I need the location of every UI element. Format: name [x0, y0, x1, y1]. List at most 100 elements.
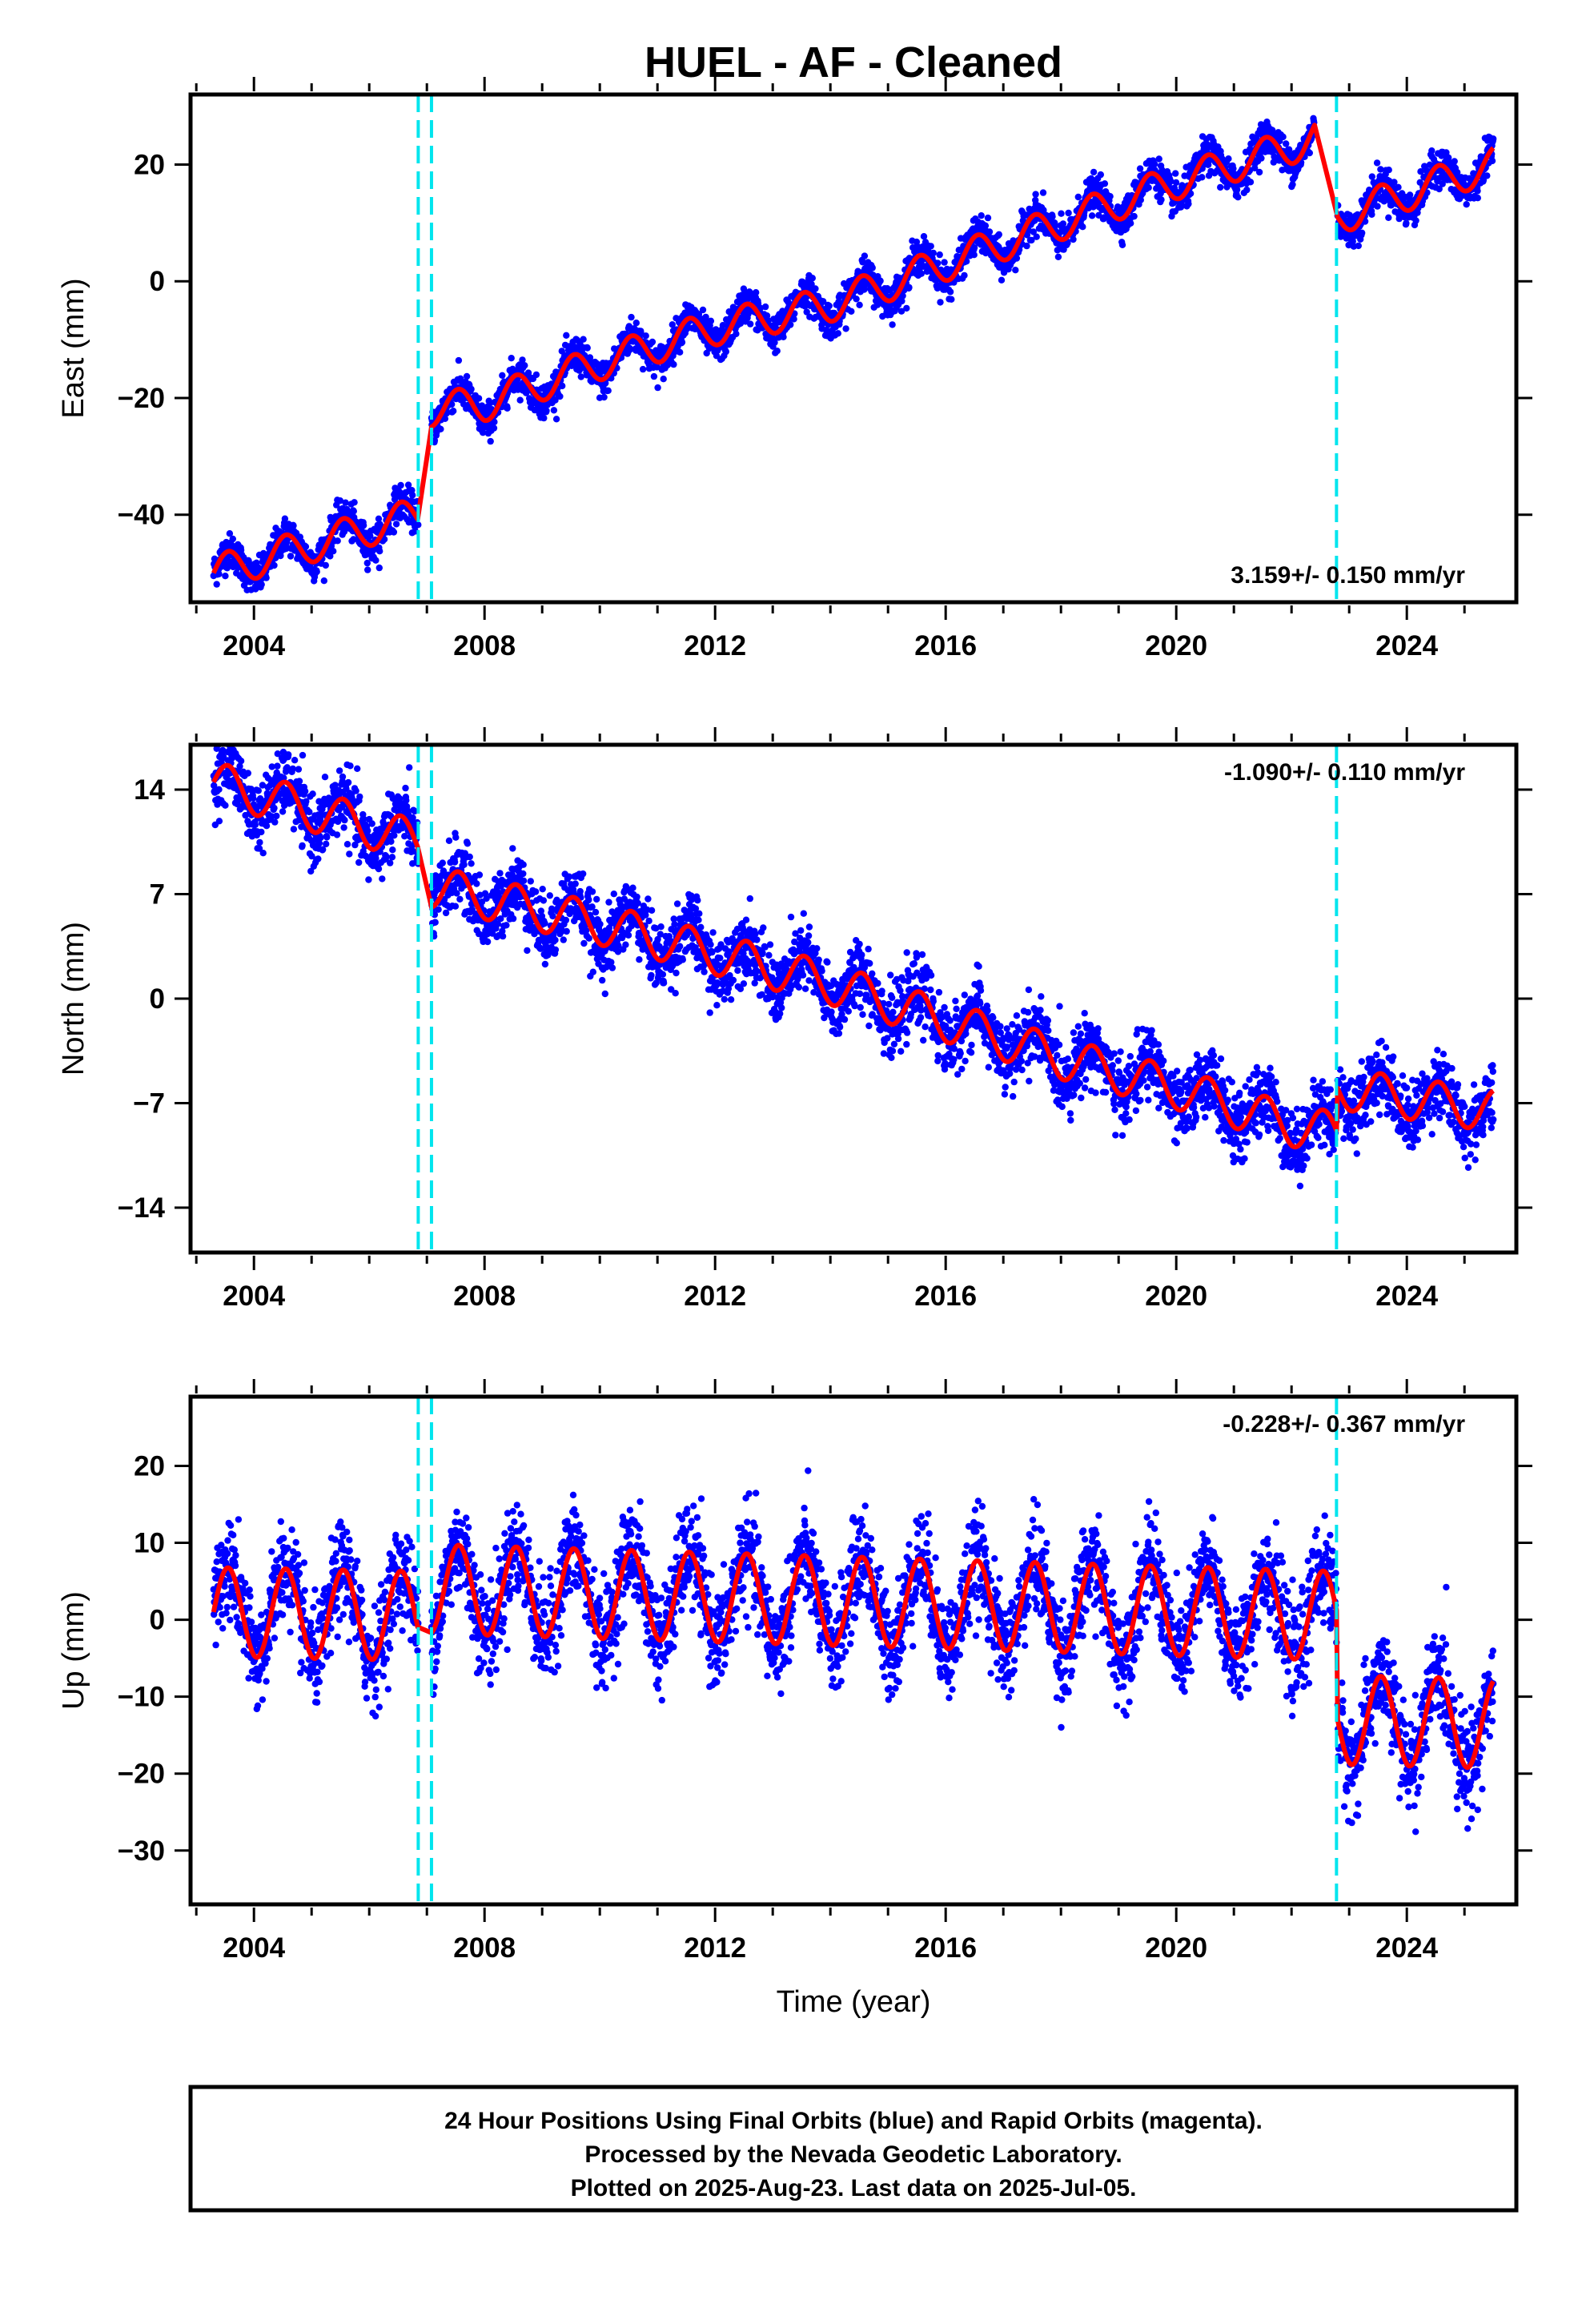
data-point [1167, 178, 1174, 185]
data-point [476, 871, 484, 879]
data-point [290, 826, 298, 833]
data-point [478, 402, 486, 409]
data-point [379, 875, 386, 883]
data-point [281, 515, 289, 522]
data-point [509, 915, 517, 923]
data-point [1385, 167, 1392, 174]
data-point [812, 285, 819, 292]
data-point [550, 407, 558, 414]
data-point [670, 360, 677, 368]
data-point [1185, 200, 1192, 207]
data-point [441, 415, 449, 422]
data-point [368, 820, 375, 827]
data-point [251, 821, 259, 829]
data-point [1385, 214, 1392, 221]
data-point [1474, 195, 1482, 202]
data-point [1012, 267, 1019, 274]
x-tick-label: 2004 [223, 630, 285, 661]
data-point [334, 537, 341, 545]
data-point [516, 396, 524, 404]
data-point [1428, 147, 1435, 155]
data-point [1451, 158, 1458, 165]
data-point [527, 878, 534, 885]
data-point [473, 880, 480, 887]
data-point [1030, 228, 1038, 235]
data-point [600, 393, 608, 401]
y-tick-label: −20 [118, 383, 165, 414]
data-point [287, 553, 295, 560]
data-point [343, 841, 351, 848]
data-point [1059, 220, 1067, 227]
data-point [920, 233, 928, 240]
data-point [1114, 203, 1122, 211]
data-point [1070, 235, 1077, 243]
data-point [1255, 168, 1263, 176]
data-point [390, 529, 398, 536]
data-point [367, 533, 374, 540]
data-point [660, 376, 667, 383]
data-point [222, 802, 229, 809]
data-point [524, 947, 531, 955]
data-point [255, 787, 262, 794]
data-point [941, 259, 948, 266]
data-point [387, 838, 395, 846]
data-point [1033, 233, 1040, 240]
data-point [1013, 255, 1021, 262]
data-point [437, 425, 444, 432]
data-point [333, 501, 340, 509]
data-point [442, 909, 450, 917]
data-point [819, 298, 827, 305]
data-point [408, 487, 416, 494]
data-point [487, 437, 494, 445]
x-tick-label: 2012 [684, 630, 746, 661]
data-point [249, 794, 257, 802]
data-point [678, 339, 686, 346]
data-point [1355, 242, 1363, 250]
data-point [1054, 253, 1062, 260]
data-point [761, 303, 769, 311]
data-point [468, 385, 475, 393]
data-point [1049, 213, 1056, 220]
data-point [299, 842, 306, 850]
y-tick-label: 0 [150, 266, 165, 297]
data-point [372, 557, 379, 564]
data-point [215, 786, 223, 793]
data-point [289, 765, 296, 773]
data-point [648, 338, 656, 346]
data-point [229, 535, 236, 543]
data-point [291, 757, 299, 764]
data-point [309, 790, 316, 798]
data-point [905, 283, 913, 292]
data-point [853, 296, 860, 303]
data-point [809, 275, 816, 282]
data-point [323, 834, 331, 841]
data-point [580, 336, 587, 343]
data-point [259, 850, 267, 857]
data-point [604, 387, 612, 394]
data-point [1039, 189, 1047, 196]
data-point [1186, 190, 1195, 197]
data-point [1374, 203, 1381, 210]
data-point [460, 861, 468, 868]
data-point [484, 938, 492, 946]
data-point [350, 508, 357, 515]
data-point [669, 321, 676, 328]
data-point [387, 859, 394, 866]
data-point [917, 270, 926, 277]
data-point [869, 264, 876, 271]
data-point [215, 818, 223, 825]
data-point [391, 832, 398, 839]
data-point [279, 808, 287, 815]
data-point [577, 373, 584, 380]
data-point [402, 784, 409, 792]
data-point [650, 372, 658, 380]
data-point [271, 804, 278, 812]
data-point [1101, 180, 1109, 187]
data-point [753, 289, 760, 296]
data-point [490, 424, 498, 432]
data-point [1172, 179, 1180, 187]
data-point [948, 296, 955, 303]
data-point [464, 840, 472, 847]
data-point [963, 258, 970, 265]
